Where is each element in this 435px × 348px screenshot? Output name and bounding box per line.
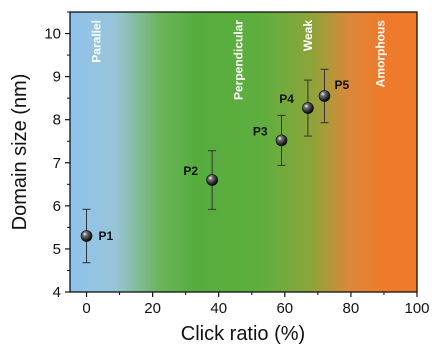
region-label-parallel: Parallel [89, 20, 103, 63]
data-point-p3 [275, 134, 288, 147]
x-tick-label: 100 [404, 300, 429, 317]
data-point-p1 [80, 230, 93, 242]
y-tick-label: 6 [53, 198, 61, 215]
x-tick-label: 60 [276, 300, 293, 317]
data-point-p4 [302, 102, 314, 114]
x-ticks: 0 20 40 60 80 100 [82, 292, 430, 317]
data-point-p2 [206, 174, 218, 186]
x-axis-title: Click ratio (%) [181, 323, 305, 345]
x-tick-label: 0 [82, 300, 90, 317]
point-label-p5: P5 [334, 78, 349, 92]
data-point-p5 [318, 90, 331, 102]
y-tick-label: 10 [44, 26, 61, 43]
y-axis-title: Domain size (nm) [9, 74, 31, 231]
y-tick-label: 4 [53, 284, 61, 301]
y-tick-label: 7 [53, 155, 61, 172]
x-tick-label: 20 [144, 300, 161, 317]
point-label-p2: P2 [183, 164, 198, 178]
region-label-weak: Weak [301, 20, 315, 51]
point-label-p1: P1 [99, 229, 114, 243]
data-points [80, 90, 331, 242]
plot-frame [69, 11, 418, 293]
point-labels: P1 P2 P3 P4 P5 [99, 78, 350, 243]
y-tick-label: 8 [53, 112, 61, 129]
point-label-p3: P3 [253, 124, 268, 138]
x-tick-label: 80 [343, 300, 360, 317]
x-tick-label: 40 [210, 300, 227, 317]
region-labels: Parallel Perpendicular Weak Amorphous [89, 20, 387, 100]
plot-background [70, 12, 417, 292]
point-label-p4: P4 [279, 92, 294, 106]
region-label-amorphous: Amorphous [374, 20, 388, 88]
y-ticks: 4 5 6 7 8 9 10 [44, 11, 70, 301]
y-tick-label: 5 [53, 241, 61, 258]
y-tick-label: 9 [53, 69, 61, 86]
region-label-perpendicular: Perpendicular [232, 20, 246, 100]
